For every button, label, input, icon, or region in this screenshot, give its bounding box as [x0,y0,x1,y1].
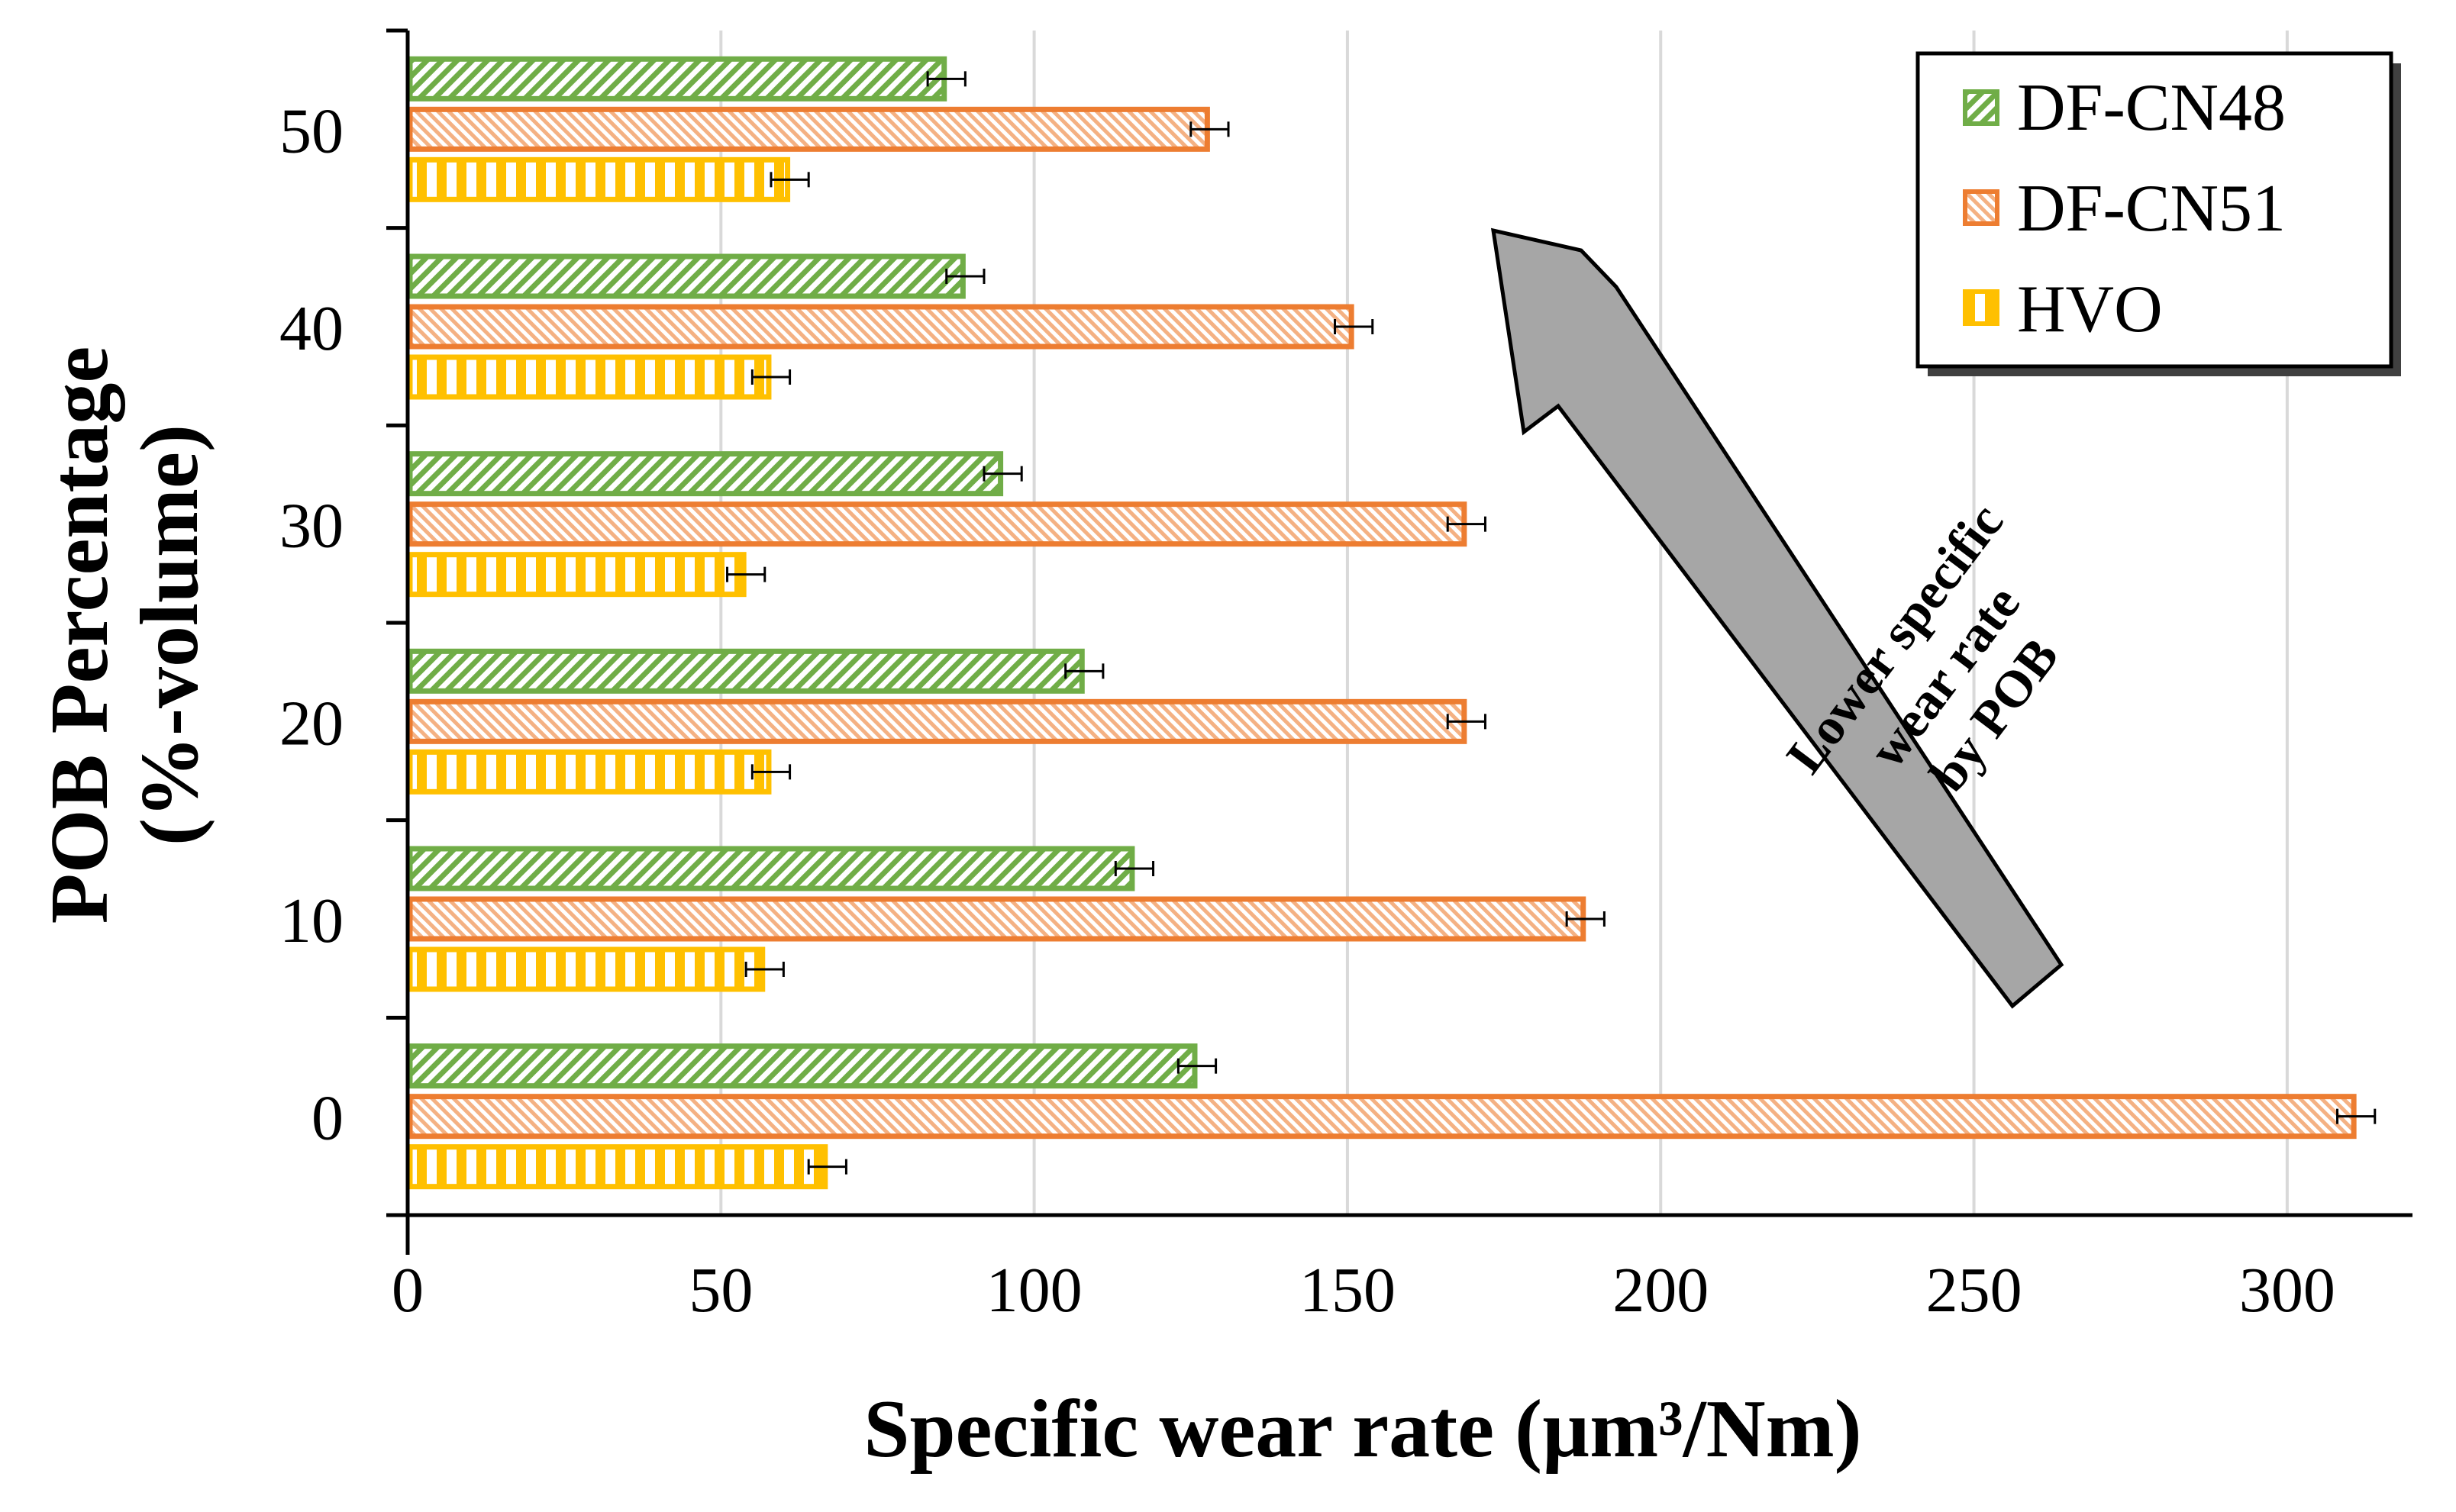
bar-df-cn51-40 [407,304,1354,350]
error-bar-df-cn51-0 [2336,1108,2377,1124]
legend-label-df-cn51: DF-CN51 [2017,172,2286,246]
error-bar-df-cn51-30 [1446,516,1486,532]
x-tick-150: 150 [1299,1255,1396,1326]
y-tick-50: 50 [279,95,344,166]
bar-df-cn48-30 [407,451,1004,497]
bar-df-cn51-0 [407,1094,2357,1140]
bar-hvo-40 [407,354,772,400]
bar-df-cn48-10 [407,846,1135,891]
bar-df-cn51-50 [407,106,1210,152]
y-tick-40: 40 [279,293,344,364]
legend: DF-CN48 DF-CN51 HVO [1915,51,2401,376]
y-tick-10: 10 [279,885,344,956]
error-bar-hvo-0 [807,1159,847,1175]
x-tick-200: 200 [1612,1255,1709,1326]
y-tick-20: 20 [279,688,344,759]
x-tick-100: 100 [986,1255,1083,1326]
bar-df-cn51-20 [407,698,1467,744]
error-bar-df-cn48-50 [926,71,967,87]
error-bar-df-cn51-50 [1189,121,1230,137]
error-bar-df-cn51-40 [1334,319,1374,334]
error-bar-df-cn48-30 [983,466,1023,482]
bar-hvo-0 [407,1144,828,1190]
y-axis-title-line2: (%-volume) [124,424,215,846]
bar-df-cn48-40 [407,253,966,299]
y-tick-30: 30 [279,491,344,562]
x-tick-300: 300 [2239,1255,2335,1326]
error-bar-df-cn48-0 [1176,1058,1218,1074]
bar-hvo-50 [407,156,791,202]
x-tick-50: 50 [689,1255,753,1326]
y-tick-labels: 0 10 20 30 40 50 [279,95,344,1153]
error-bar-hvo-30 [726,566,766,582]
bar-df-cn51-30 [407,501,1467,547]
x-tick-labels: 0 50 100 150 200 250 300 [392,1255,2335,1326]
axes [386,28,2412,1255]
bar-hvo-10 [407,946,766,992]
legend-label-df-cn48: DF-CN48 [2017,71,2286,145]
bar-df-cn51-10 [407,896,1586,942]
bar-df-cn48-20 [407,648,1085,694]
legend-swatch-df-cn48 [1963,89,1999,126]
error-bar-hvo-50 [770,172,810,188]
bar-hvo-30 [407,552,747,598]
error-bar-df-cn48-20 [1064,663,1105,679]
x-tick-0: 0 [392,1255,424,1326]
legend-swatch-hvo [1963,289,1999,326]
trend-arrow [1490,227,2064,1009]
x-axis-title: Specific wear rate (µm³/Nm) [863,1384,1861,1475]
y-axis-title-line1: POB Percentage [34,347,125,924]
bar-hvo-20 [407,749,772,795]
error-bar-df-cn51-20 [1446,714,1486,730]
error-bar-df-cn51-10 [1565,911,1606,927]
legend-label-hvo: HVO [2017,272,2163,347]
error-bar-df-cn48-10 [1114,861,1155,876]
error-bar-hvo-10 [744,962,785,977]
bar-df-cn48-0 [407,1043,1198,1089]
x-tick-250: 250 [1926,1255,2022,1326]
legend-swatch-df-cn51 [1963,189,1999,226]
error-bars [726,71,2377,1175]
error-bar-hvo-20 [750,764,792,780]
annotation: Lower specific wear rate by POB [1490,227,2070,1009]
error-bar-df-cn48-40 [945,269,986,284]
y-tick-0: 0 [311,1083,344,1154]
error-bar-hvo-40 [750,369,792,385]
bar-df-cn48-50 [407,56,947,102]
